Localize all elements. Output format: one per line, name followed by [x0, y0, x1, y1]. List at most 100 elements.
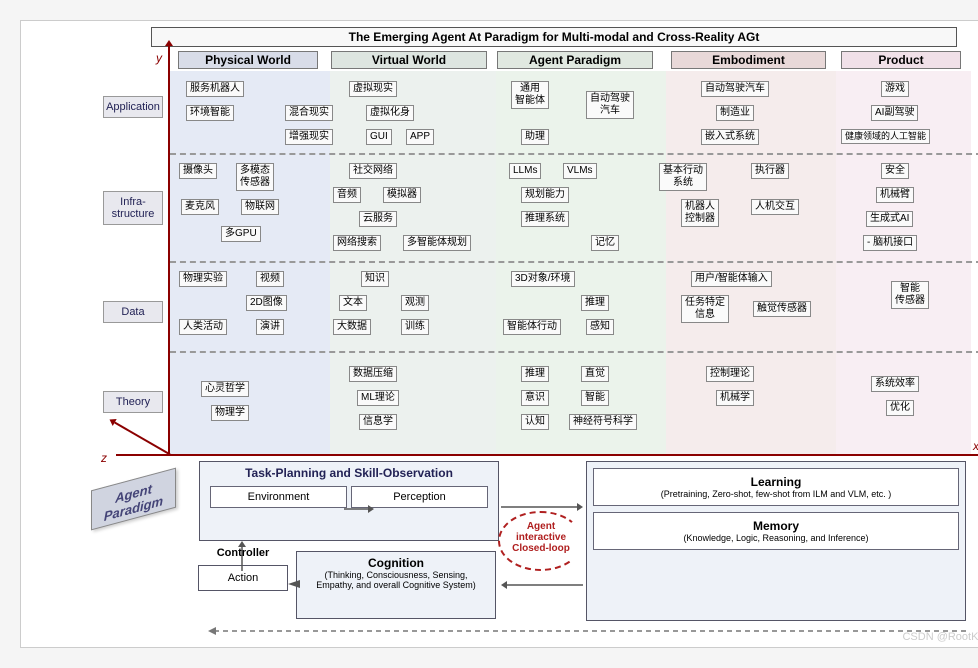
cell: 知识	[361, 271, 389, 287]
cell: 意识	[521, 390, 549, 406]
row-div-3	[170, 351, 978, 353]
cell: 感知	[586, 319, 614, 335]
cell: 演讲	[256, 319, 284, 335]
cell: 大数据	[333, 319, 371, 335]
arrow-act-env	[236, 541, 248, 571]
cell: ML理论	[357, 390, 399, 406]
cell: 虚拟现实	[349, 81, 397, 97]
cell: 控制理论	[706, 366, 754, 382]
cell: 观测	[401, 295, 429, 311]
cell: 生成式AI	[866, 211, 913, 227]
cell: 物理学	[211, 405, 249, 421]
cell: 物联网	[241, 199, 279, 215]
cell: 智能	[581, 390, 609, 406]
cell: 服务机器人	[186, 81, 244, 97]
arrow-learn-cog	[501, 579, 583, 591]
cell: 用户/智能体输入	[691, 271, 772, 287]
cell: 认知	[521, 414, 549, 430]
cell: 自动驾驶 汽车	[586, 91, 634, 119]
task-planning-title: Task-Planning and Skill-Observation	[200, 462, 498, 484]
cell: 多模态 传感器	[236, 163, 274, 191]
cell: 云服务	[359, 211, 397, 227]
bottom-flowchart: Agent Paradigm Task-Planning and Skill-O…	[106, 461, 978, 641]
cell: 嵌入式系统	[701, 129, 759, 145]
cell: 2D图像	[246, 295, 287, 311]
cell: AI副驾驶	[871, 105, 918, 121]
cell: 模拟器	[383, 187, 421, 203]
closed-loop-label: Agent interactive Closed-loop	[506, 521, 576, 554]
cell: APP	[406, 129, 434, 145]
row-div-2	[170, 261, 978, 263]
cell: 自动驾驶汽车	[701, 81, 769, 97]
row-infra: Infra- structure	[103, 191, 163, 225]
cell: 推理	[581, 295, 609, 311]
cell: 记忆	[591, 235, 619, 251]
cell: 推理系统	[521, 211, 569, 227]
cell: 机械学	[716, 390, 754, 406]
cognition-box: Cognition (Thinking, Consciousness, Sens…	[296, 551, 496, 619]
cell: - 脑机接口	[863, 235, 917, 251]
cell: 人类活动	[179, 319, 227, 335]
x-axis-label: x	[973, 439, 978, 453]
cell: 助理	[521, 129, 549, 145]
cell: 网络搜索	[333, 235, 381, 251]
cell: 规划能力	[521, 187, 569, 203]
cell: 数据压缩	[349, 366, 397, 382]
cell: 机器人 控制器	[681, 199, 719, 227]
cell: 多智能体规划	[403, 235, 471, 251]
cell: 物理实验	[179, 271, 227, 287]
arrow-env-perc	[344, 503, 374, 515]
col-embodiment: Embodiment	[671, 51, 826, 69]
cell: 增强现实	[285, 129, 333, 145]
cell: 多GPU	[221, 226, 261, 242]
cell: 直觉	[581, 366, 609, 382]
row-div-1	[170, 153, 978, 155]
col-virtual: Virtual World	[331, 51, 487, 69]
cell: 人机交互	[751, 199, 799, 215]
cell: 文本	[339, 295, 367, 311]
cell: 机械臂	[876, 187, 914, 203]
col-physical: Physical World	[178, 51, 318, 69]
cell: 触觉传感器	[753, 301, 811, 317]
cell: 麦克风	[181, 199, 219, 215]
cell: GUI	[366, 129, 392, 145]
task-planning-box: Task-Planning and Skill-Observation Envi…	[199, 461, 499, 541]
learning-memory-box: Learning (Pretraining, Zero-shot, few-sh…	[586, 461, 966, 621]
title-bar: The Emerging Agent At Paradigm for Multi…	[151, 27, 957, 47]
cell: 混合现实	[285, 105, 333, 121]
watermark: CSDN @RootKai	[902, 631, 978, 643]
col-product: Product	[841, 51, 961, 69]
cell: LLMs	[509, 163, 541, 179]
cell: 健康领域的人工智能	[841, 129, 930, 144]
diagram-container: The Emerging Agent At Paradigm for Multi…	[20, 20, 978, 648]
cell: 社交网络	[349, 163, 397, 179]
cell: VLMs	[563, 163, 597, 179]
cognition-title: Cognition	[297, 552, 495, 570]
cell: 智能体行动	[503, 319, 561, 335]
cell: 推理	[521, 366, 549, 382]
agent-paradigm-block: Agent Paradigm	[91, 468, 176, 531]
col-agent: Agent Paradigm	[497, 51, 653, 69]
cell: 摄像头	[179, 163, 217, 179]
cell: 通用 智能体	[511, 81, 549, 109]
learning-title: Learning	[600, 475, 952, 489]
cell: 信息学	[359, 414, 397, 430]
cell: 智能 传感器	[891, 281, 929, 309]
cell: 优化	[886, 400, 914, 416]
environment-box: Environment	[210, 486, 347, 508]
cell: 神经符号科学	[569, 414, 637, 430]
arrow-dashed-bottom	[206, 621, 976, 641]
x-axis	[116, 454, 978, 456]
cell: 音频	[333, 187, 361, 203]
cell: 制造业	[716, 105, 754, 121]
row-application: Application	[103, 96, 163, 118]
cell: 3D对象/环境	[511, 271, 575, 287]
cell: 任务特定 信息	[681, 295, 729, 323]
z-axis	[114, 422, 171, 456]
cell: 执行器	[751, 163, 789, 179]
row-theory: Theory	[103, 391, 163, 413]
cell: 基本行动 系统	[659, 163, 707, 191]
y-axis-label: y	[156, 51, 162, 65]
cell: 训练	[401, 319, 429, 335]
arrow-perc-learn	[501, 501, 583, 513]
